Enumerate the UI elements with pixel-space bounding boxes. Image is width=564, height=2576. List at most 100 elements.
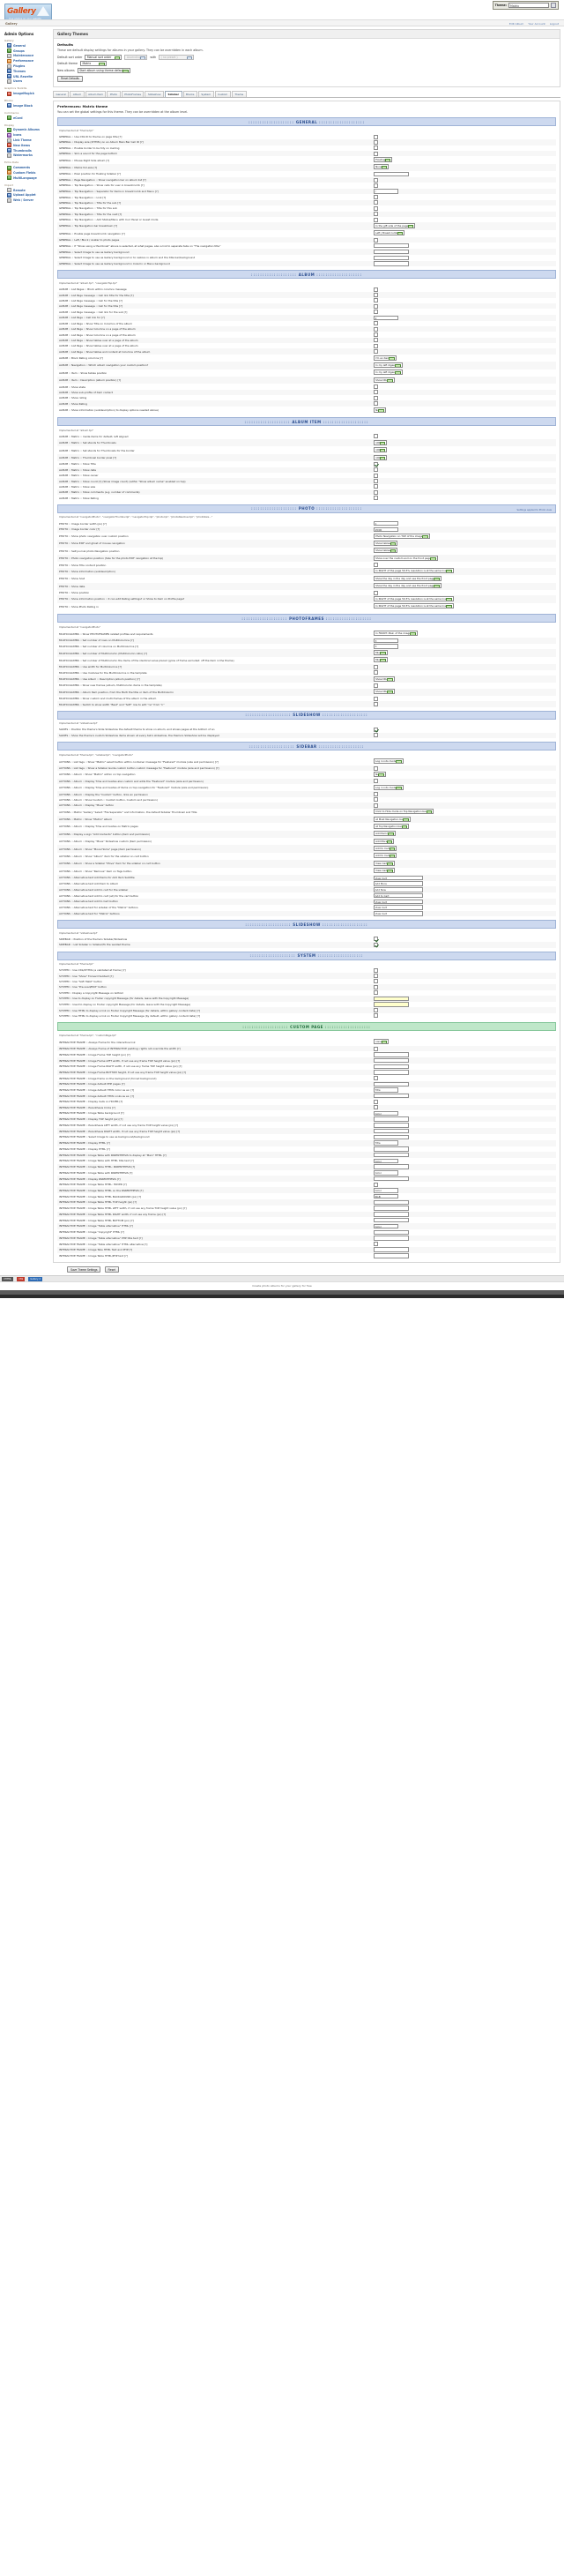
setting-checkbox[interactable] — [373, 803, 378, 808]
setting-checkbox[interactable] — [373, 390, 378, 395]
setting-text-input[interactable]: View Cart — [373, 899, 423, 905]
setting-text-input[interactable]: Color — [373, 1158, 398, 1164]
tab-album[interactable]: Album — [70, 91, 85, 98]
tab-sidebar[interactable]: Sidebar — [164, 91, 182, 98]
setting-select[interactable]: In RIGHT of the page 50.5% resolution is… — [373, 568, 454, 574]
setting-checkbox[interactable] — [373, 321, 378, 326]
setting-checkbox[interactable] — [373, 1008, 378, 1013]
setting-text-input[interactable]: Color — [373, 1223, 398, 1229]
setting-checkbox[interactable] — [373, 343, 378, 348]
setting-select[interactable]: Left | Breadcrumb — [373, 230, 405, 236]
setting-select[interactable]: Add to Cart — [373, 846, 397, 852]
setting-checkbox[interactable] — [373, 733, 378, 738]
setting-text-input[interactable] — [373, 243, 409, 249]
setting-checkbox[interactable] — [373, 287, 378, 292]
setting-checkbox[interactable] — [373, 461, 378, 467]
setting-select[interactable]: Show title — [373, 676, 395, 682]
breadcrumb[interactable]: Gallery — [5, 21, 18, 26]
setting-select[interactable]: In RIGHT of the page 50.5% resolution is… — [373, 603, 454, 609]
setting-checkbox[interactable] — [373, 984, 378, 989]
setting-select[interactable]: Show title — [373, 377, 395, 383]
reset-defaults-button[interactable]: Reset Defaults — [57, 75, 83, 82]
setting-select[interactable]: Log in into mode — [373, 784, 404, 790]
setting-text-input[interactable] — [373, 1164, 409, 1169]
setting-select[interactable]: Add to Cart — [373, 853, 397, 859]
setting-checkbox[interactable] — [373, 664, 378, 669]
setting-text-input[interactable]: Add to Cart — [373, 892, 423, 899]
setting-checkbox[interactable] — [373, 1242, 378, 1247]
setting-text-input[interactable]: 2 — [373, 315, 398, 320]
setting-select[interactable]: In my left digest — [373, 370, 403, 376]
tab-custom[interactable]: Custom — [214, 91, 231, 98]
setting-select[interactable]: In my left digest — [373, 362, 403, 368]
setting-select[interactable]: Log in into mode — [373, 758, 404, 765]
sidebar-item-groups[interactable]: Groups — [4, 49, 48, 54]
setting-text-input[interactable] — [373, 1176, 409, 1182]
setting-text-input[interactable] — [373, 261, 409, 266]
setting-checkbox[interactable] — [373, 937, 378, 942]
setting-checkbox[interactable] — [373, 489, 378, 495]
setting-text-input[interactable] — [373, 1199, 409, 1206]
setting-select[interactable]: Show tables — [373, 540, 398, 546]
save-theme-settings-button[interactable]: Save Theme Settings — [67, 1266, 101, 1273]
sidebar-item-imagemagick[interactable]: ImageMagick — [4, 91, 48, 96]
tab-photo[interactable]: Photo — [107, 91, 121, 98]
setting-select[interactable]: In RIGHT of the page 50.5% resolution is… — [373, 595, 454, 601]
setting-checkbox[interactable] — [373, 590, 378, 595]
tab-general[interactable]: General — [53, 91, 70, 98]
setting-checkbox[interactable] — [373, 212, 378, 217]
setting-checkbox[interactable] — [373, 183, 378, 188]
setting-checkbox[interactable] — [373, 217, 378, 222]
setting-checkbox[interactable] — [373, 765, 378, 771]
setting-select[interactable]: View Cart — [373, 860, 395, 866]
setting-select[interactable]: In FRONT: Main of the image — [373, 631, 418, 637]
setting-checkbox[interactable] — [373, 303, 378, 309]
setting-checkbox[interactable] — [373, 349, 378, 355]
setting-text-input[interactable] — [373, 249, 409, 255]
sidebar-item-watermarks[interactable]: Watermarks — [4, 153, 48, 159]
setting-text-input[interactable]: / — [373, 189, 398, 194]
setting-checkbox[interactable] — [373, 332, 378, 338]
sidebar-item-maintenance[interactable]: Maintenance — [4, 53, 48, 59]
setting-select[interactable]: In the gift side of the page — [373, 222, 416, 228]
theme-switcher[interactable]: Theme: Matrix — [492, 1, 559, 10]
setting-text-input[interactable] — [373, 1229, 409, 1235]
setting-text-input[interactable]: Title — [373, 1140, 398, 1146]
setting-checkbox[interactable] — [373, 1105, 378, 1110]
setting-checkbox[interactable] — [373, 326, 378, 332]
setting-text-input[interactable] — [373, 1064, 409, 1070]
setting-select[interactable]: Show over the custom and on the front pa… — [373, 555, 438, 561]
theme-switcher-select[interactable]: Matrix — [508, 3, 549, 8]
setting-text-input[interactable]: Add More — [373, 881, 423, 886]
setting-checkbox[interactable] — [373, 200, 378, 205]
default-sort-order-select[interactable]: Manual sort order — [85, 55, 122, 60]
setting-checkbox[interactable] — [373, 293, 378, 298]
setting-checkbox[interactable] — [373, 479, 378, 484]
setting-checkbox[interactable] — [373, 151, 378, 156]
setting-select[interactable]: 100 — [373, 439, 388, 445]
setting-select[interactable]: Floating — [373, 157, 393, 163]
setting-select[interactable]: Add Item's — [373, 831, 396, 837]
setting-text-input[interactable] — [373, 1057, 409, 1064]
tab-theme[interactable]: Theme — [231, 91, 247, 98]
setting-checkbox[interactable] — [373, 484, 378, 489]
setting-checkbox[interactable] — [373, 146, 378, 151]
setting-text-input[interactable]: #000 — [373, 526, 398, 533]
sidebar-item-comments[interactable]: Comments — [4, 165, 48, 170]
setting-checkbox[interactable] — [373, 974, 378, 979]
sidebar-item-general[interactable]: General — [4, 43, 48, 49]
setting-text-input[interactable] — [373, 255, 409, 260]
setting-checkbox[interactable] — [373, 727, 378, 732]
setting-checkbox[interactable] — [373, 979, 378, 984]
setting-checkbox[interactable] — [373, 177, 378, 183]
tab-blocks[interactable]: Blocks — [182, 91, 197, 98]
setting-checkbox[interactable] — [373, 967, 378, 973]
setting-text-input[interactable] — [373, 1212, 409, 1217]
setting-select[interactable]: Show title — [373, 689, 395, 695]
setting-text-input[interactable]: Color — [373, 1170, 398, 1176]
setting-checkbox[interactable] — [373, 434, 378, 439]
setting-checkbox[interactable] — [373, 205, 378, 211]
setting-checkbox[interactable] — [373, 298, 378, 303]
setting-text-input[interactable] — [373, 1123, 409, 1128]
setting-text-input[interactable] — [373, 171, 409, 177]
